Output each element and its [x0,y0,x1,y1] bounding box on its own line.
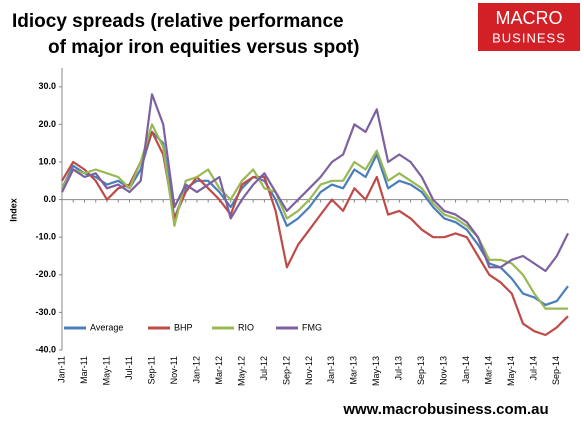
y-tick-label: -30.0 [35,307,56,317]
x-tick-label: Mar-12 [214,356,224,385]
legend-label: FMG [302,322,322,332]
x-tick-label: Jan-12 [191,356,201,384]
chart-title: Idiocy spreads (relative performance [12,11,344,32]
logo-text: BUSINESS [492,30,566,45]
logo-text: MACRO [496,8,563,28]
x-tick-label: Mar-14 [484,356,494,385]
y-tick-label: -10.0 [35,232,56,242]
x-tick-label: Jul-11 [124,356,134,380]
series-line [61,130,569,337]
y-tick-label: 20.0 [38,119,56,129]
x-tick-label: May-14 [506,356,516,386]
x-tick-label: Jan-14 [461,356,471,384]
x-tick-label: Nov-13 [439,356,449,385]
x-tick-label: Mar-13 [349,356,359,385]
legend-label: Average [90,322,123,332]
y-tick-label: 10.0 [38,156,56,166]
x-tick-label: Jan-11 [56,356,66,383]
y-tick-label: 30.0 [38,81,56,91]
x-tick-label: Sep-11 [146,356,156,384]
footer: www.macrobusiness.com.au [342,401,548,418]
y-tick-label: -20.0 [35,269,56,279]
x-tick-label: Jan-13 [326,356,336,384]
x-tick-label: May-13 [371,356,381,386]
series-line [61,130,569,306]
x-tick-label: Jul-13 [394,356,404,381]
x-tick-label: Nov-11 [169,356,179,384]
x-tick-label: Sep-13 [416,356,426,385]
x-tick-label: Nov-12 [304,356,314,385]
legend-label: BHP [174,322,193,332]
x-tick-label: May-12 [236,356,246,386]
series-line [61,93,569,273]
series-line [61,123,568,310]
x-tick-label: Jul-14 [529,356,539,381]
y-axis-label: Index [8,198,18,222]
x-tick-label: May-11 [101,356,111,385]
logo-box [478,3,580,51]
legend-label: RIO [238,322,254,332]
x-tick-label: Mar-11 [79,356,89,384]
x-tick-label: Jul-12 [259,356,269,381]
x-tick-label: Sep-14 [551,356,561,385]
y-tick-label: -40.0 [35,344,56,354]
x-tick-label: Sep-12 [281,356,291,385]
chart-title: of major iron equities versus spot) [48,37,359,58]
y-tick-label: 0.0 [43,194,56,204]
